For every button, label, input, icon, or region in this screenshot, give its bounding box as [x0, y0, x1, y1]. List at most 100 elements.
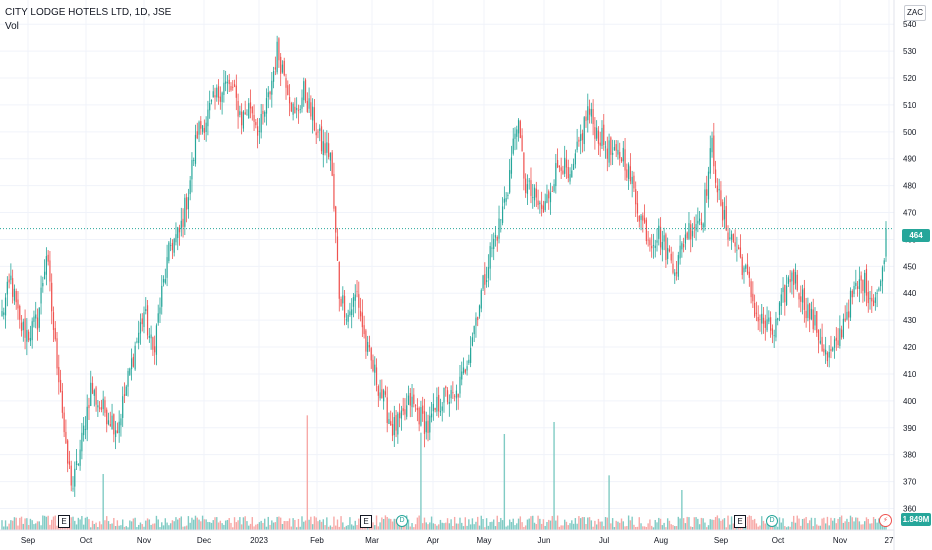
candle-body: [615, 144, 617, 151]
symbol-title[interactable]: CITY LODGE HOTELS LTD, 1D, JSE: [5, 7, 172, 18]
volume-bar: [528, 518, 530, 530]
candle-body: [608, 140, 610, 163]
candle-body: [588, 108, 591, 115]
candle-body: [3, 312, 5, 315]
earnings-marker[interactable]: E: [58, 515, 70, 528]
candle-body: [757, 317, 759, 322]
volume-bar: [184, 526, 186, 530]
volume-bar: [849, 515, 852, 530]
candle-body: [219, 96, 221, 102]
dividend-marker[interactable]: D: [396, 515, 408, 527]
volume-bar: [578, 516, 580, 530]
volume-indicator-label[interactable]: Vol: [5, 21, 19, 32]
candle-body: [159, 307, 161, 314]
candle-body: [699, 218, 701, 222]
volume-bar: [81, 516, 83, 530]
volume-bar: [331, 526, 333, 530]
candle-body: [590, 109, 592, 117]
candle-body: [8, 279, 10, 283]
time-tick-label: Jul: [599, 536, 609, 545]
volume-bar: [171, 520, 174, 530]
candle-body: [322, 141, 324, 156]
candle-body: [541, 204, 543, 210]
volume-bar: [464, 517, 467, 530]
candle-body: [498, 218, 500, 239]
candle-body: [528, 180, 530, 182]
candle-body: [299, 109, 301, 110]
volume-bar: [111, 523, 113, 530]
volume-bar: [288, 518, 291, 530]
candle-body: [509, 170, 511, 193]
volume-bar: [856, 517, 859, 530]
candle-body: [216, 87, 218, 98]
candle-body: [44, 271, 46, 280]
volume-bar: [613, 527, 616, 530]
candle-body: [693, 227, 695, 228]
candle-body: [761, 313, 763, 324]
candle-body: [576, 141, 578, 150]
candle-body: [182, 218, 184, 227]
candle-body: [450, 390, 452, 399]
volume-bar: [40, 525, 42, 530]
volume-bar: [262, 522, 264, 530]
candle-body: [446, 390, 449, 403]
candle-body: [406, 405, 408, 417]
candle-body: [361, 312, 363, 328]
candle-body: [319, 128, 321, 131]
volume-bar: [123, 526, 126, 530]
time-axis: Sep Oct Nov Dec 2023 Feb Mar Apr May Jun Jul Aug Sep…: [21, 536, 894, 545]
currency-label[interactable]: ZAC: [904, 5, 926, 21]
volume-bar: [555, 520, 557, 530]
volume-bar: [514, 525, 516, 530]
earnings-marker[interactable]: E: [734, 515, 746, 528]
candle-body: [166, 257, 168, 278]
candle-body: [338, 261, 340, 299]
volume-bar: [194, 515, 197, 530]
chart-legend: CITY LODGE HOTELS LTD, 1D, JSE Vol: [5, 6, 171, 34]
volume-bar: [430, 516, 433, 530]
price-tick-label: 470: [903, 209, 917, 218]
candle-body: [604, 146, 607, 148]
candle-body: [52, 312, 55, 330]
volume-bar: [79, 519, 81, 530]
volume-bar: [583, 517, 585, 530]
volume-bar: [224, 520, 227, 530]
candle-body: [856, 286, 859, 289]
volume-bar: [443, 523, 445, 530]
candle-body: [308, 98, 310, 109]
volume-bar: [228, 518, 230, 530]
candle-body: [643, 217, 646, 223]
candle-body: [532, 197, 534, 198]
candle-body: [494, 235, 497, 238]
volume-bar: [429, 522, 431, 530]
volume-bar: [617, 521, 619, 530]
candle-body: [439, 411, 442, 413]
volume-bar: [207, 522, 209, 530]
split-marker[interactable]: ⚡: [879, 514, 892, 527]
candle-body: [191, 159, 193, 180]
volume-bar: [223, 524, 225, 530]
volume-bar: [88, 519, 90, 530]
candle-body: [193, 160, 195, 161]
candle-body: [883, 260, 885, 265]
candle-body: [262, 110, 264, 115]
candle-body: [260, 114, 262, 133]
earnings-marker[interactable]: E: [360, 515, 372, 528]
candle-body: [787, 277, 789, 284]
volume-bar: [567, 525, 569, 530]
volume-bar: [453, 516, 456, 530]
volume-bar: [148, 519, 151, 530]
volume-bar: [661, 525, 664, 530]
volume-bar: [482, 519, 484, 530]
dividend-marker[interactable]: D: [766, 515, 778, 527]
candle-body: [546, 194, 548, 203]
candle-body: [292, 103, 294, 115]
candle-body: [422, 405, 424, 414]
candle-body: [519, 121, 521, 139]
candle-body: [665, 234, 667, 260]
volume-bar: [777, 526, 779, 530]
candle-body: [111, 415, 113, 430]
volume-bar: [647, 523, 649, 530]
volume-bar: [755, 523, 758, 530]
